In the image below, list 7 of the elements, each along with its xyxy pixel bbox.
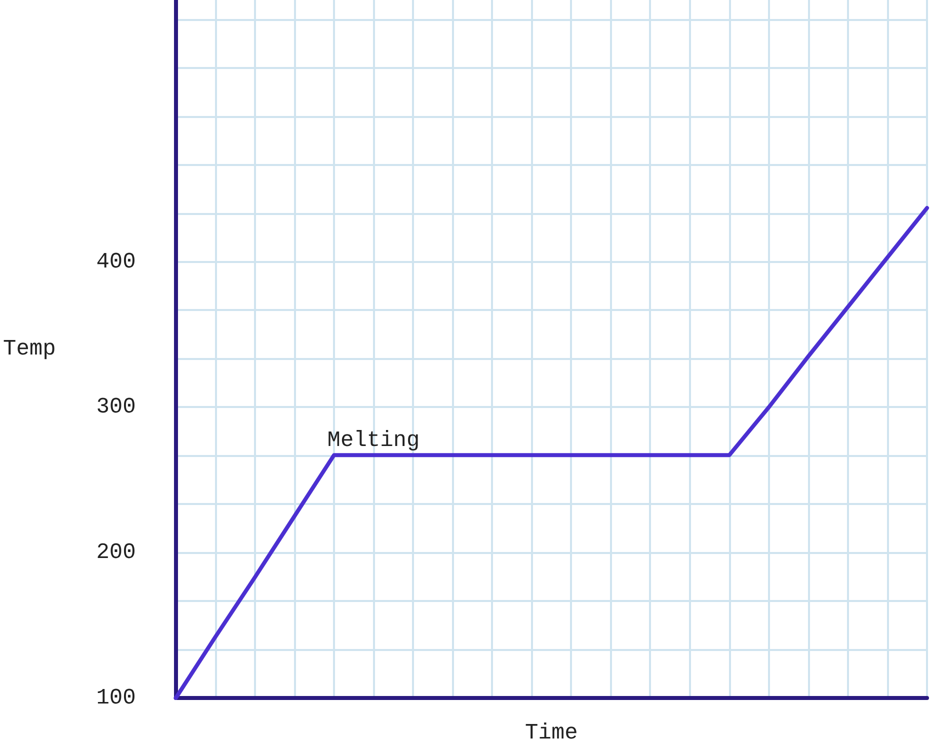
- y-tick-label: 200: [96, 540, 136, 566]
- y-axis-title: Temp: [2, 336, 56, 362]
- annotation: Melting: [327, 428, 420, 454]
- x-axis-title: Time: [525, 720, 578, 746]
- y-tick-label: 400: [96, 249, 136, 274]
- y-tick-label: 100: [96, 686, 136, 710]
- y-tick-label: 300: [96, 394, 136, 420]
